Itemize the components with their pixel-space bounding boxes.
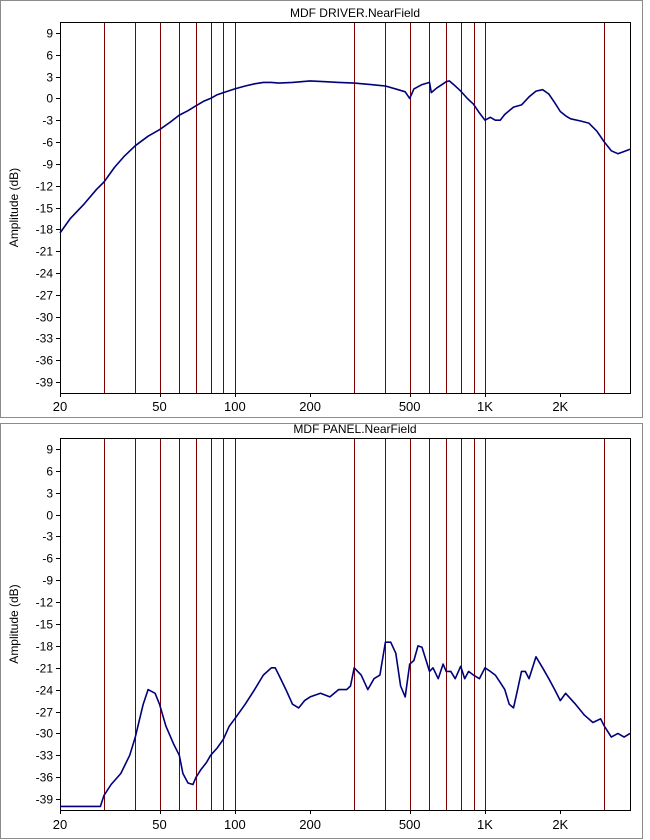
y-tick-label: 9 (46, 27, 53, 41)
x-tick-label: 100 (224, 817, 246, 832)
y-tick-label: -6 (42, 552, 53, 566)
series-line-1 (59, 80, 631, 234)
y-tick-label: -36 (36, 771, 54, 785)
y-tick-label: -39 (36, 793, 54, 807)
y-axis-title: Amplitude (dB) (7, 168, 21, 247)
x-tick-label: 50 (152, 399, 166, 414)
x-tick-label: 2K (552, 399, 568, 414)
chart-title: MDF PANEL.NearField (293, 422, 416, 436)
y-tick-label: -24 (36, 684, 54, 698)
y-tick-label: -18 (36, 223, 54, 237)
y-tick-label: -9 (42, 158, 53, 172)
y-axis-title: Amplitude (dB) (7, 584, 21, 663)
y-tick-label: -21 (36, 245, 54, 259)
y-tick-label: -30 (36, 727, 54, 741)
y-tick-label: -18 (36, 640, 54, 654)
y-tick-label: 9 (46, 443, 53, 457)
plot-border (60, 22, 631, 394)
y-tick-label: -30 (36, 311, 54, 325)
series-line-1 (60, 641, 631, 808)
plot-area (60, 438, 630, 810)
y-tick-label: -36 (36, 354, 54, 368)
y-tick-label: 3 (46, 487, 53, 501)
x-tick-label: 100 (224, 399, 246, 414)
chart-title: MDF DRIVER.NearField (290, 6, 420, 20)
y-tick-label: -24 (36, 267, 54, 281)
y-tick-label: -9 (42, 574, 53, 588)
x-tick-label: 1K (477, 399, 493, 414)
x-tick-label: 200 (299, 817, 321, 832)
y-tick-label: -27 (36, 706, 54, 720)
y-tick-label: -27 (36, 289, 54, 303)
chart-panel-1: 9 6 3 0 -3 -6 -9 -12 -15 -18 -21 -24 -27 -30 -33 -36 -39… (0, 0, 643, 418)
y-tick-label: -15 (36, 202, 54, 216)
y-tick-label: -12 (36, 180, 54, 194)
x-tick-label: 2K (552, 817, 568, 832)
x-tick-label: 500 (399, 817, 421, 832)
y-tick-label: -12 (36, 596, 54, 610)
y-tick-label: -33 (36, 332, 54, 346)
y-tick-label: 0 (46, 509, 53, 523)
y-tick-label: -21 (36, 662, 54, 676)
y-tick-label: -15 (36, 618, 54, 632)
y-tick-label: -6 (42, 136, 53, 150)
x-tick-label: 1K (477, 817, 493, 832)
y-tick-label: 6 (46, 49, 53, 63)
plot-area (60, 22, 630, 393)
chart-panel-2: 9 6 3 0 -3 -6 -9 -12 -15 -18 -21 -24 -27 -30 -33 -36 -39… (0, 422, 643, 839)
y-tick-label: -39 (36, 376, 54, 390)
y-tick-label: -3 (42, 114, 53, 128)
x-tick-label: 200 (299, 399, 321, 414)
y-tick-label: 0 (46, 92, 53, 106)
x-tick-label: 20 (53, 399, 67, 414)
y-tick-label: 3 (46, 71, 53, 85)
x-tick-label: 500 (399, 399, 421, 414)
x-tick-label: 50 (152, 817, 166, 832)
y-tick-label: -3 (42, 530, 53, 544)
plot-border (60, 438, 631, 811)
y-tick-label: -33 (36, 749, 54, 763)
x-tick-label: 20 (53, 817, 67, 832)
y-tick-label: 6 (46, 465, 53, 479)
